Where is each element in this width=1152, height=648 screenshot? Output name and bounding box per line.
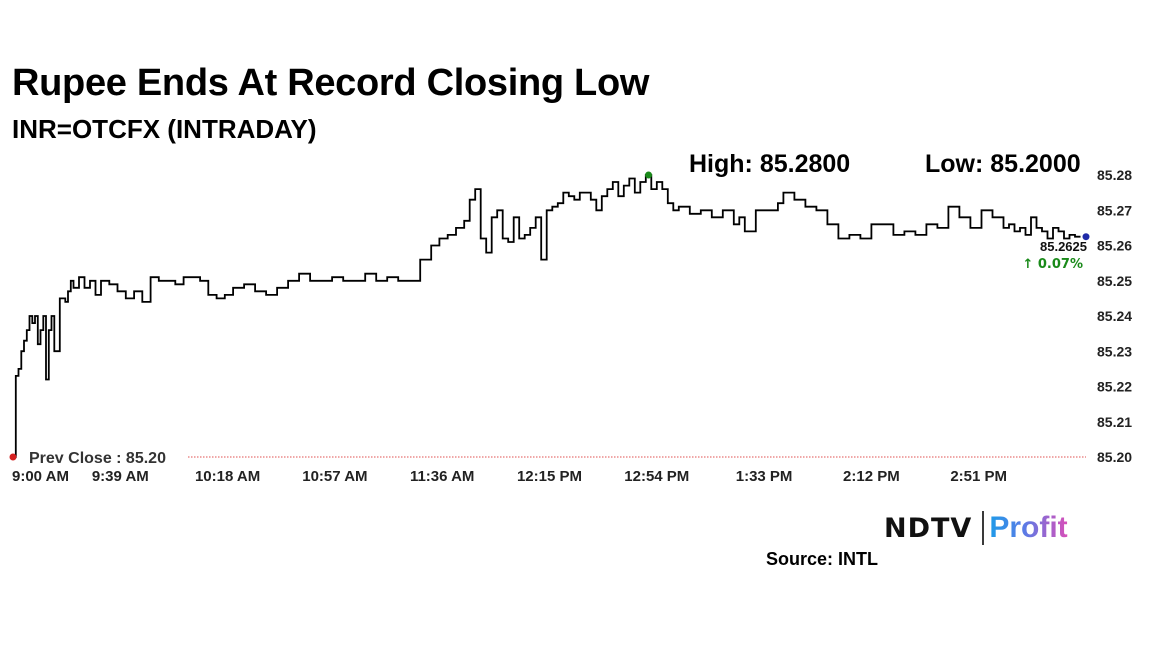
- x-tick-label: 12:15 PM: [517, 468, 582, 485]
- x-tick-label: 12:54 PM: [624, 468, 689, 485]
- y-axis: 85.28 85.27 85.26 85.25 85.24 85.23 85.22 85.21…: [1097, 167, 1132, 465]
- change-percent-label: ↑ 0.07%: [1022, 257, 1083, 272]
- ndtv-profit-logo: NDTV Profit: [884, 510, 1068, 546]
- x-axis: 9:00 AM 9:39 AM 10:18 AM 10:57 AM 11:36 AM 12…: [12, 468, 1007, 485]
- y-tick-label: 85.22: [1097, 379, 1132, 395]
- x-tick-label: 1:33 PM: [736, 468, 793, 485]
- source-label: Source: INTL: [766, 549, 879, 569]
- y-tick-label: 85.21: [1097, 414, 1132, 430]
- last-price-marker: [1082, 233, 1090, 241]
- x-tick-label: 9:00 AM: [12, 468, 69, 485]
- x-tick-label: 2:51 PM: [950, 468, 1007, 485]
- x-tick-label: 9:39 AM: [92, 468, 149, 485]
- y-tick-label: 85.27: [1097, 202, 1132, 218]
- y-tick-label: 85.23: [1097, 343, 1132, 359]
- y-tick-label: 85.20: [1097, 449, 1132, 465]
- logo-divider: [982, 511, 985, 545]
- high-value-label: High: 85.2800: [689, 150, 851, 178]
- y-tick-label: 85.26: [1097, 238, 1132, 254]
- x-tick-label: 10:57 AM: [302, 468, 367, 485]
- prev-close-label: Prev Close : 85.20: [29, 450, 166, 467]
- high-marker: [645, 171, 653, 179]
- y-tick-label: 85.24: [1097, 308, 1132, 324]
- chart-title: Rupee Ends At Record Closing Low: [12, 62, 650, 104]
- x-tick-label: 11:36 AM: [410, 468, 474, 485]
- y-tick-label: 85.28: [1097, 167, 1132, 183]
- y-tick-label: 85.25: [1097, 273, 1132, 289]
- low-value-label: Low: 85.2000: [925, 150, 1081, 178]
- x-tick-label: 2:12 PM: [843, 468, 900, 485]
- price-series-line: [13, 174, 1081, 458]
- chart-subtitle: INR=OTCFX (INTRADAY): [12, 114, 317, 144]
- prev-close-marker: [9, 453, 17, 461]
- last-price-label: 85.2625: [1040, 239, 1087, 254]
- logo-profit-text: Profit: [989, 511, 1068, 544]
- logo-ndtv-text: NDTV: [884, 512, 973, 544]
- x-tick-label: 10:18 AM: [195, 468, 260, 485]
